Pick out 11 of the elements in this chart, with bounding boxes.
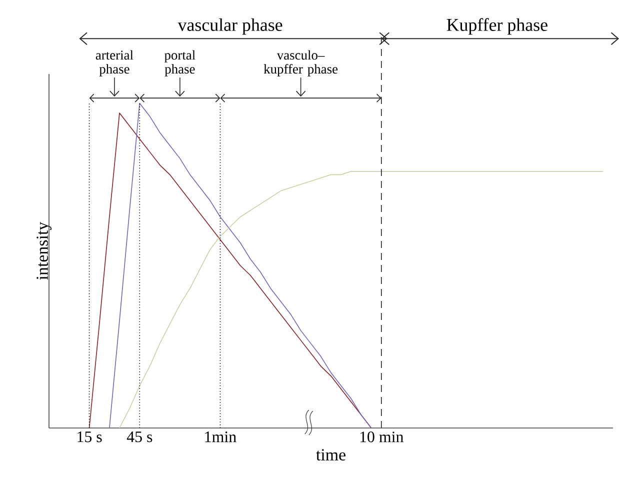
text: Kupffer phase (446, 18, 548, 35)
y-axis-title: intensity (36, 222, 52, 280)
x-tick-label: 45 s (126, 432, 152, 442)
text: vascular phase (178, 18, 282, 35)
x-tick-label: 15 s (78, 432, 102, 442)
x-tick-label: 1min (205, 432, 236, 442)
x-tick-label: 10 min (360, 432, 404, 442)
text: arterial phase (96, 50, 134, 76)
text: vasculo–kupffer phase (264, 50, 338, 76)
text: portal phase (164, 50, 196, 76)
x-axis-title: time (316, 449, 346, 461)
